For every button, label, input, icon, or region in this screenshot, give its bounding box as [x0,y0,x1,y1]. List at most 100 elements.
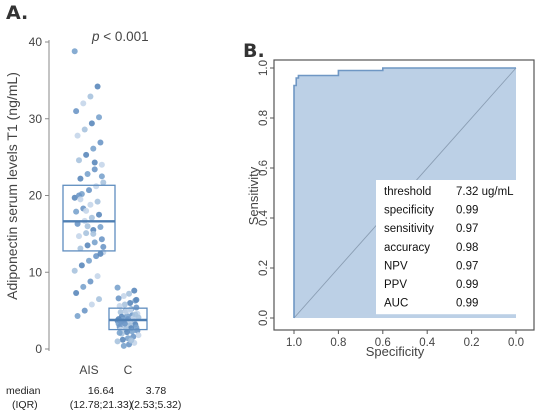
stats-table-background [376,180,522,315]
stats-row-label: NPV [384,260,408,272]
data-point [75,233,82,240]
data-point [122,308,129,315]
data-point [91,239,98,246]
data-point [77,245,84,252]
data-point [86,257,92,264]
stats-row-value: 0.99 [456,298,478,310]
data-point [96,296,103,303]
data-point [117,309,124,316]
data-point [98,173,105,180]
data-point [81,307,88,314]
data-point [127,299,134,306]
footer-ais-median: 16.64 [87,385,115,397]
data-point [88,301,95,308]
stats-row-value: 7.32 ug/mL [456,186,514,198]
stats-row-value: 0.98 [456,242,478,254]
roc-x-tick-label: 0.6 [375,337,391,349]
roc-x-axis-label: Specificity [366,344,425,359]
stats-row-label: specificity [384,205,434,217]
stats-row-value: 0.99 [456,279,478,291]
data-point [123,329,130,336]
category-label-c: C [124,363,133,377]
roc-x-tick-label: 1.0 [286,337,302,349]
footer-ais-iqr: (12.78;21.33) [69,399,133,411]
data-point [75,157,82,164]
data-point [80,100,87,107]
footer-c-iqr: (2.53;5.32) [130,399,182,411]
data-point [74,312,81,319]
data-point [83,207,90,214]
data-point [131,287,138,294]
p-symbol: p [91,29,100,44]
data-point [135,332,142,339]
data-point [94,83,101,90]
data-point [115,295,122,302]
data-point [120,293,127,300]
roc-x-tick-label: 0.8 [330,337,346,349]
data-point [91,159,98,166]
category-label-ais: AIS [79,363,98,377]
stats-row-value: 0.97 [456,260,478,272]
data-point [120,342,127,349]
data-point [87,201,94,208]
roc-y-tick-label: 0.4 [258,209,270,226]
boxplot-y-tick-label: 30 [29,112,43,126]
data-point [87,93,94,100]
data-point [98,161,105,168]
footer-c-median: 3.78 [145,385,167,397]
data-point [91,166,98,173]
data-point [84,223,91,230]
data-point [77,196,84,203]
roc-y-tick-label: 0.6 [258,160,270,176]
data-point [94,198,101,205]
data-point [94,273,101,280]
stats-table: threshold 7.32 ug/mL specificity 0.99 sensit… [376,180,522,315]
roc-y-tick-label: 0.0 [258,310,270,326]
stats-row-label: AUC [384,298,408,310]
data-point [128,337,135,344]
data-point [121,301,128,308]
panel-a-label: A. [6,2,29,24]
data-point [88,214,95,221]
boxplot-y-tick-label: 20 [29,189,43,203]
roc-y-tick-label: 0.2 [258,260,270,276]
stats-row-label: threshold [384,186,431,198]
roc-y-tick-label: 1.0 [258,60,270,76]
roc-y-axis-label: Sensitivity [246,166,261,225]
data-point [84,242,91,249]
data-point [71,48,78,55]
roc-x-tick-label: 0.4 [419,337,436,349]
data-point [83,230,90,237]
data-point [97,223,104,230]
data-point [100,179,107,186]
roc-curve-line [293,67,516,318]
boxplot-y-tick-label: 10 [29,265,43,279]
data-point [97,250,104,257]
data-point [97,139,104,146]
footer-label-median: median [6,385,41,397]
stats-row-label: PPV [384,279,407,291]
data-point [133,296,140,303]
data-point [119,336,126,343]
data-point [90,230,97,237]
data-point [80,283,87,290]
data-point [116,329,123,336]
data-point [98,236,105,243]
data-point [114,338,121,345]
data-point [71,267,78,274]
stats-row-label: sensitivity [384,223,434,235]
data-point [87,278,94,285]
panel-b-label: B. [243,40,265,62]
data-point [96,211,103,218]
data-point [73,108,80,115]
data-point [96,114,103,121]
box-ais [62,184,116,252]
data-point [81,126,88,133]
p-value-annotation: p < 0.001 [91,29,149,44]
data-point [73,208,80,215]
boxplot-y-tick-label: 40 [29,35,43,49]
data-point [88,120,95,127]
data-point [126,290,133,297]
boxplot-y-tick-label: 0 [35,342,42,356]
